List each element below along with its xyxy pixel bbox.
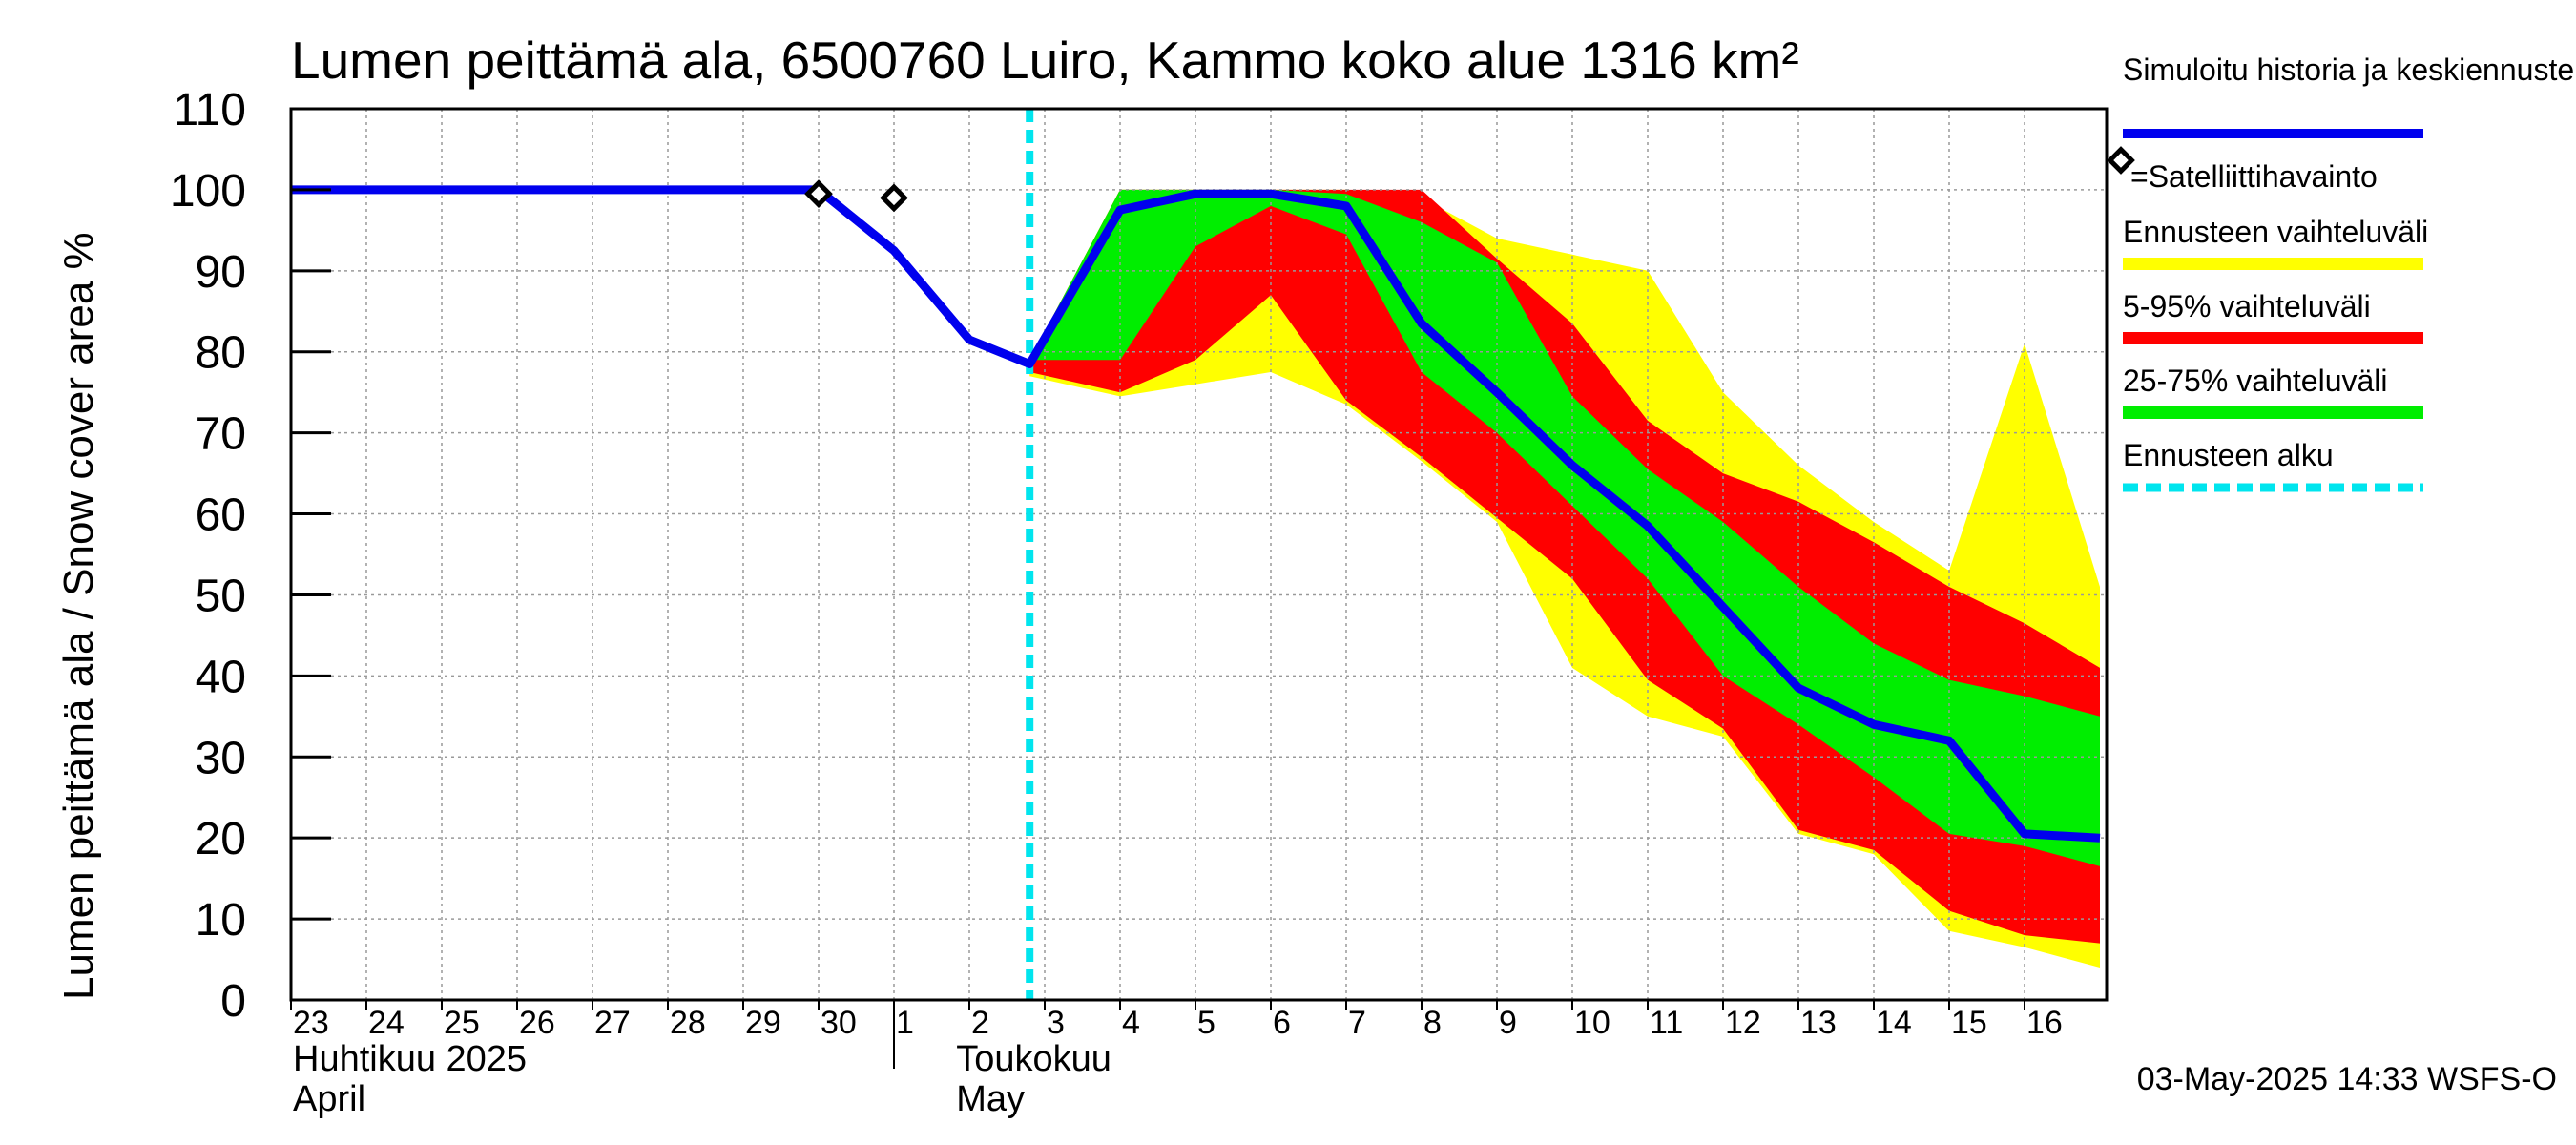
x-tick-label: 3: [1047, 1005, 1065, 1041]
history-series: [291, 185, 2101, 843]
y-tick-label: 30: [196, 733, 246, 783]
y-axis-label: Lumen peittämä ala / Snow cover area %: [55, 232, 102, 1000]
plot-frame: [289, 107, 2109, 1002]
satellite-observation-point: [880, 183, 908, 213]
x-tick-labels: 23 24 25 26 27 28 29 30 1 2 3 4 5 6 7 8 9 10 11 12 13 14 15 16: [293, 1005, 2063, 1041]
month-label-english: April: [293, 1079, 365, 1119]
legend-range-label: Ennusteen vaihteluväli: [2123, 215, 2428, 249]
month-label: Huhtikuu 2025: [293, 1039, 527, 1079]
legend-25-75-label: 25-75% vaihteluväli: [2123, 364, 2388, 398]
legend-history-label: Simuloitu historia ja keskiennuste: [2123, 52, 2574, 87]
x-tick-label: 28: [670, 1005, 706, 1041]
band-25-75: [1029, 189, 2100, 866]
x-tick-label: 16: [2026, 1005, 2063, 1041]
legend-5-95-swatch: [2123, 332, 2423, 344]
band-5-95: [1029, 189, 2100, 944]
y-tick-label: 10: [196, 895, 246, 946]
chart-title: Lumen peittämä ala, 6500760 Luiro, Kammo…: [291, 31, 1799, 90]
legend-25-75-swatch: [2123, 406, 2423, 419]
satellite-observations: [804, 179, 908, 213]
y-tick-label: 40: [196, 652, 246, 702]
y-tick-label: 110: [173, 85, 246, 135]
x-tick-label: 8: [1423, 1005, 1442, 1041]
axes: [289, 107, 2109, 1069]
legend-forecast-start-label: Ennusteen alku: [2123, 438, 2334, 472]
x-tick-label: 12: [1725, 1005, 1761, 1041]
legend-5-95-label: 5-95% vaihteluväli: [2123, 289, 2371, 323]
x-tick-label: 14: [1876, 1005, 1912, 1041]
satellite-observation-point: [804, 179, 833, 209]
x-tick-label: 11: [1650, 1005, 1683, 1041]
x-tick-label: 5: [1197, 1005, 1215, 1041]
y-tick-label: 100: [170, 166, 246, 217]
legend-satellite-marker: [2107, 146, 2135, 175]
x-tick-label: 9: [1499, 1005, 1517, 1041]
x-tick-label: 15: [1951, 1005, 1987, 1041]
x-tick-label: 23: [293, 1005, 329, 1041]
y-tick-label: 70: [196, 409, 246, 460]
x-tick-label: 30: [821, 1005, 857, 1041]
y-tick-label: 20: [196, 814, 246, 864]
x-tick-label: 7: [1348, 1005, 1366, 1041]
legend: Simuloitu historia ja keskiennuste =Sate…: [2107, 52, 2574, 492]
x-tick-label: 2: [971, 1005, 989, 1041]
x-tick-label: 13: [1800, 1005, 1837, 1041]
timestamp: 03-May-2025 14:33 WSFS-O: [2137, 1061, 2557, 1097]
x-tick-label: 1: [896, 1005, 914, 1041]
month-label-english: May: [956, 1079, 1025, 1119]
legend-satellite-label: =Satelliittihavainto: [2130, 159, 2378, 194]
forecast-bands: [1029, 189, 2100, 968]
y-tick-label: 50: [196, 571, 246, 621]
history-line: [291, 185, 2101, 843]
x-tick-label: 6: [1273, 1005, 1291, 1041]
x-tick-label: 27: [594, 1005, 631, 1041]
x-tick-label: 10: [1574, 1005, 1610, 1041]
x-tick-label: 29: [745, 1005, 781, 1041]
y-tick-label: 60: [196, 490, 246, 541]
y-tick-label: 0: [220, 976, 246, 1027]
month-label: Toukokuu: [956, 1039, 1111, 1079]
legend-range-swatch: [2123, 258, 2423, 270]
x-tick-label: 4: [1122, 1005, 1140, 1041]
x-tick-label: 26: [519, 1005, 555, 1041]
y-tick-labels: 0 10 20 30 40 50 60 70 80 90 100 110: [170, 85, 246, 1027]
x-tick-label: 24: [368, 1005, 405, 1041]
y-tick-label: 80: [196, 328, 246, 379]
x-tick-label: 25: [444, 1005, 480, 1041]
y-tick-label: 90: [196, 247, 246, 298]
